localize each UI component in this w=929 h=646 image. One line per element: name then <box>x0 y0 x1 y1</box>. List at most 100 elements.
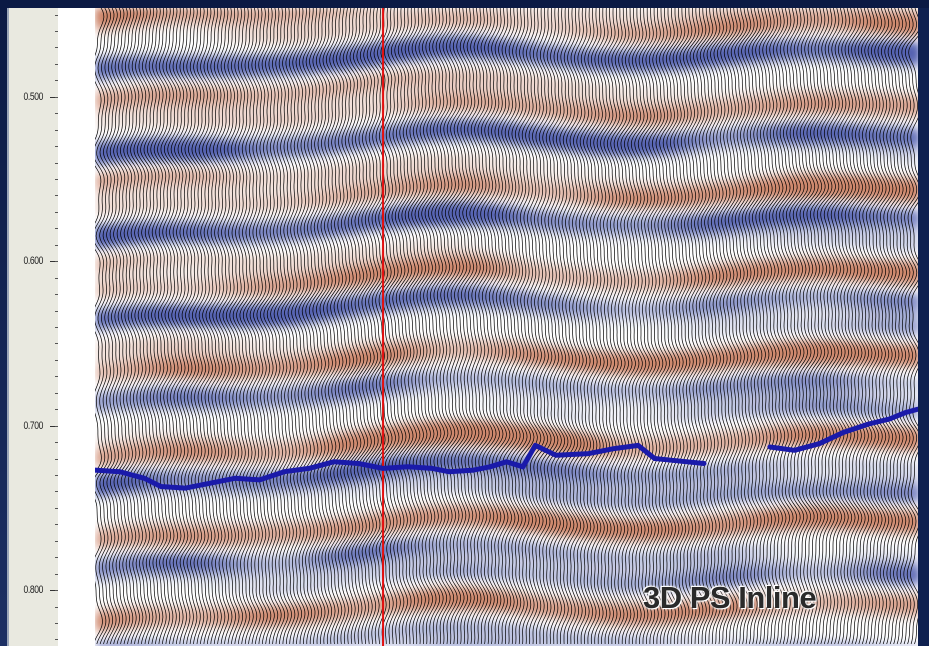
wiggle-trace <box>448 8 466 645</box>
wiggle-trace <box>401 8 417 644</box>
wiggle-trace <box>820 8 836 645</box>
wiggle-trace <box>174 8 189 645</box>
time-minor-tick <box>55 359 59 361</box>
wiggle-trace <box>620 8 636 645</box>
wiggle-trace <box>514 8 531 645</box>
wiggle-trace <box>877 8 894 645</box>
wiggle-trace <box>181 8 196 645</box>
time-tick-label: 0.800 <box>23 584 43 597</box>
wiggle-trace <box>730 8 745 645</box>
wiggle-trace <box>123 8 138 645</box>
time-minor-tick <box>55 113 59 115</box>
wiggle-trace <box>552 8 569 644</box>
wiggle-trace <box>411 8 428 645</box>
wiggle-trace <box>246 8 261 645</box>
wiggle-trace <box>703 8 718 645</box>
wiggle-trace <box>676 8 691 644</box>
section-margin <box>58 8 95 646</box>
wiggle-trace <box>508 8 524 645</box>
wiggle-trace <box>755 8 770 645</box>
wiggle-trace <box>153 8 168 645</box>
wiggle-trace <box>202 8 217 645</box>
time-tick-label: 0.600 <box>23 255 43 268</box>
wiggle-trace <box>803 8 819 645</box>
time-minor-tick <box>55 211 59 213</box>
wiggle-trace <box>851 8 867 645</box>
wiggle-trace <box>473 8 490 645</box>
wiggle-trace <box>184 8 200 645</box>
wiggle-trace <box>589 8 605 645</box>
time-minor-tick <box>55 195 59 197</box>
wiggle-trace <box>782 8 798 645</box>
wiggle-trace <box>799 8 816 645</box>
wiggle-trace <box>806 8 823 645</box>
wiggle-trace <box>469 8 487 645</box>
wiggle-trace <box>270 8 286 645</box>
wiggle-trace <box>239 8 254 645</box>
wiggle-trace <box>312 8 326 645</box>
wiggle-trace <box>857 8 873 645</box>
wiggle-trace <box>792 8 809 645</box>
wiggle-trace <box>841 8 857 645</box>
time-minor-tick <box>55 425 59 427</box>
wiggle-trace <box>716 8 732 645</box>
section-title: 3D PS Inline <box>643 580 817 615</box>
time-tick-label: 0.500 <box>23 90 43 103</box>
horizon-pick[interactable] <box>767 406 918 453</box>
wiggle-trace <box>325 8 340 645</box>
time-minor-tick <box>55 639 59 641</box>
wiggle-trace <box>521 8 538 645</box>
seismic-section[interactable] <box>95 8 918 646</box>
wiggle-trace <box>414 8 431 645</box>
time-minor-tick <box>55 392 59 394</box>
horizon-pick[interactable] <box>95 442 707 491</box>
wiggle-trace <box>545 8 562 645</box>
time-minor-tick <box>55 47 59 49</box>
wiggle-trace <box>301 8 316 644</box>
wiggle-trace <box>775 8 791 645</box>
wiggle-trace <box>421 8 438 645</box>
time-tick-label: 0.700 <box>23 419 43 432</box>
wiggle-trace <box>455 8 473 645</box>
wiggle-trace <box>887 8 904 645</box>
wiggle-trace <box>789 8 805 645</box>
wiggle-trace <box>898 8 914 645</box>
wiggle-trace <box>346 8 362 645</box>
wiggle-trace <box>696 8 711 645</box>
wiggle-trace <box>130 8 145 645</box>
wiggle-trace <box>219 8 234 645</box>
wiggle-trace <box>294 8 309 645</box>
wiggle-trace <box>356 8 372 645</box>
wiggle-trace <box>120 8 135 645</box>
wiggle-trace <box>133 8 148 645</box>
wiggle-trace <box>441 8 459 645</box>
time-minor-tick <box>55 442 59 444</box>
time-minor-tick <box>55 491 59 493</box>
wiggle-trace <box>504 8 521 645</box>
wiggle-trace <box>847 8 863 645</box>
wiggle-trace <box>606 8 622 644</box>
wiggle-trace <box>908 35 918 645</box>
wiggle-trace <box>428 8 445 645</box>
time-minor-tick <box>55 376 59 378</box>
wiggle-trace <box>150 8 165 645</box>
wiggle-trace <box>693 8 708 645</box>
wiggle-trace <box>363 8 379 645</box>
wiggle-trace <box>212 8 227 645</box>
wiggle-trace <box>655 8 670 644</box>
wiggle-trace <box>556 8 572 645</box>
wiggle-trace <box>737 8 752 645</box>
wiggle-trace <box>600 8 615 645</box>
wiggle-trace <box>665 8 681 644</box>
wiggle-trace <box>353 8 369 645</box>
wiggle-trace <box>644 8 660 644</box>
wiggle-trace <box>226 8 240 645</box>
wiggle-trace <box>434 8 452 645</box>
seismic-canvas[interactable] <box>95 8 918 646</box>
wiggle-trace <box>867 8 884 645</box>
wiggle-trace <box>480 8 497 645</box>
time-minor-tick <box>55 343 59 345</box>
wiggle-trace <box>287 8 303 645</box>
wiggle-trace <box>816 8 833 645</box>
wiggle-trace <box>465 8 483 645</box>
